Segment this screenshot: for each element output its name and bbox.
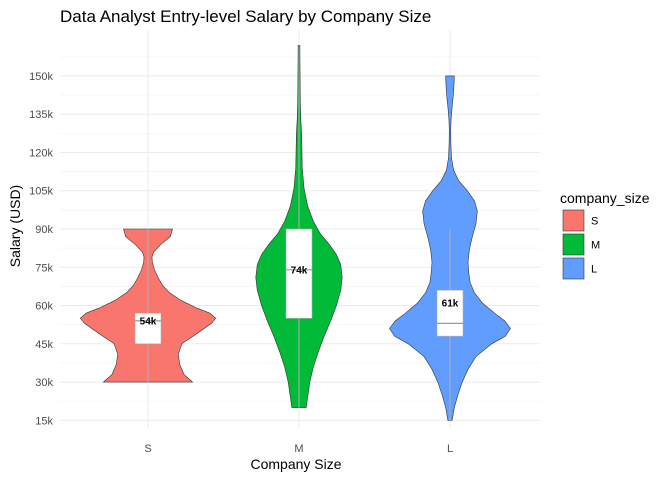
legend-swatch-M xyxy=(562,233,585,256)
y-tick-label: 15k xyxy=(35,415,53,427)
legend-label-L: L xyxy=(591,264,597,276)
x-axis-title: Company Size xyxy=(250,456,341,472)
x-tick-label: L xyxy=(447,443,453,455)
legend-items: SML xyxy=(562,209,600,280)
chart-title: Data Analyst Entry-level Salary by Compa… xyxy=(60,7,431,26)
y-tick-label: 105k xyxy=(29,186,53,198)
y-axis-ticks: 15k 30k 45k 60k 75k 90k 105k 120k 135k 150k xyxy=(29,71,53,427)
y-tick-label: 75k xyxy=(35,262,53,274)
legend-swatch-L xyxy=(562,257,585,280)
legend-label-M: M xyxy=(591,240,600,252)
y-tick-label: 135k xyxy=(29,109,53,121)
legend-title: company_size xyxy=(560,190,650,206)
y-tick-label: 30k xyxy=(35,377,53,389)
y-tick-label: 60k xyxy=(35,301,53,313)
median-label: 61k xyxy=(442,298,459,309)
x-tick-label: M xyxy=(294,443,303,455)
legend-label-S: S xyxy=(591,216,598,228)
y-axis-title: Salary (USD) xyxy=(7,185,23,267)
legend-swatch-S xyxy=(562,209,585,232)
y-tick-label: 45k xyxy=(35,339,53,351)
legend: company_size SML xyxy=(560,190,650,280)
box-M xyxy=(285,228,313,319)
boxplots: 54k 74k 61k xyxy=(134,45,464,421)
median-label: 74k xyxy=(291,265,308,276)
y-tick-label: 120k xyxy=(29,147,53,159)
y-tick-label: 90k xyxy=(35,224,53,236)
box-S xyxy=(134,312,162,345)
box-L xyxy=(436,289,464,337)
x-tick-label: S xyxy=(144,443,151,455)
median-label: 54k xyxy=(140,316,157,327)
y-tick-label: 150k xyxy=(29,71,53,83)
